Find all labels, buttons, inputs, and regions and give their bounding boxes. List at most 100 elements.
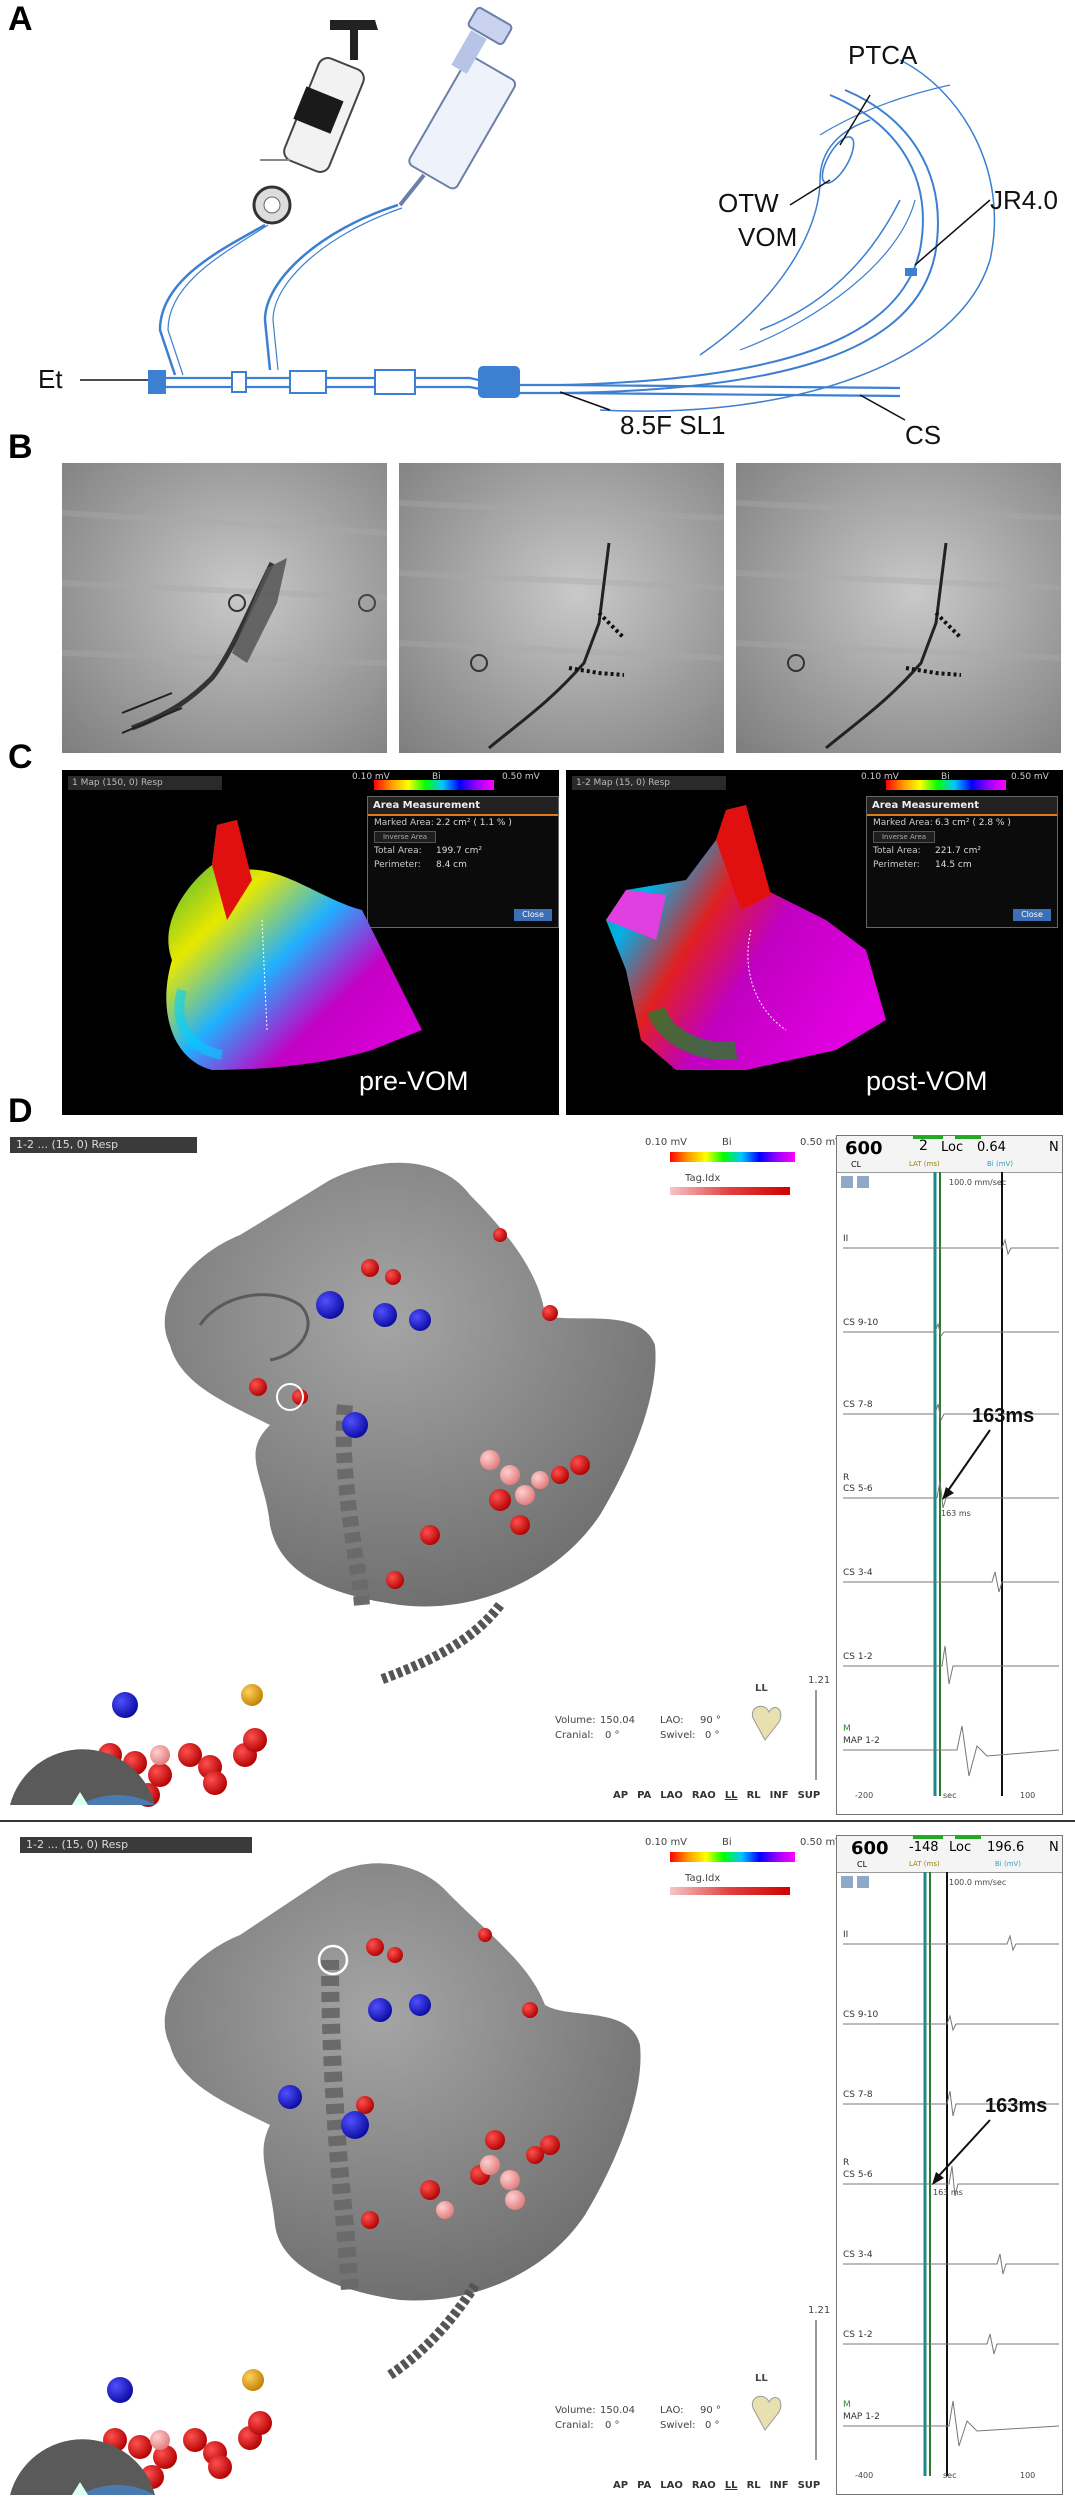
scale-min: 0.10 mV	[861, 772, 899, 782]
view-button-lao[interactable]: LAO	[660, 2480, 683, 2491]
view-button-sup[interactable]: SUP	[797, 1790, 821, 1801]
perimeter-label: Perimeter:	[873, 860, 920, 870]
view-button-ll[interactable]: LL	[724, 2480, 738, 2491]
area-measurement-box: Area Measurement Marked Area: 6.3 cm² ( 2…	[866, 796, 1058, 928]
sweep-speed: 100.0 mm/sec	[949, 1878, 1007, 1887]
close-button[interactable]: Close	[514, 909, 552, 921]
m-label: M	[843, 2400, 851, 2410]
view-button-ap[interactable]: AP	[613, 1790, 629, 1801]
zoom-value: 1.21	[808, 1675, 831, 1686]
tag-index-label: Tag.Idx	[685, 1873, 721, 1884]
label-ptca: PTCA	[848, 40, 918, 70]
panel-letter-a: A	[8, 0, 33, 38]
scale-min: 0.10 mV	[645, 1837, 688, 1848]
view-button-rl[interactable]: RL	[746, 1790, 761, 1801]
zoom-slider[interactable]	[815, 1690, 817, 1780]
marked-area-label: Marked Area:	[374, 818, 434, 828]
area-box-title: Area Measurement	[867, 797, 1057, 816]
scale-mid: Bi	[432, 772, 441, 782]
catheter-schematic	[80, 6, 996, 421]
view-button-inf[interactable]: INF	[769, 1790, 789, 1801]
marked-area-value: 2.2 cm² ( 1.1 % )	[436, 818, 512, 828]
scale-min: 0.10 mV	[645, 1137, 688, 1148]
view-button-pa[interactable]: PA	[637, 2480, 652, 2491]
tag-index-label: Tag.Idx	[685, 1173, 721, 1184]
swivel-label: Swivel:	[660, 2420, 696, 2431]
channel-label: CS 5-6	[843, 1484, 873, 1494]
channel-label: CS 1-2	[843, 2330, 873, 2340]
fluoro-image-1	[62, 463, 387, 753]
area-box-title: Area Measurement	[368, 797, 558, 816]
close-button[interactable]: Close	[1013, 909, 1051, 921]
bi-value: 0.64	[977, 1140, 1006, 1155]
lat-value: 2	[919, 1138, 928, 1154]
label-et: Et	[38, 364, 63, 394]
map-tag: 1-2 Map (15, 0) Resp	[572, 776, 726, 790]
perimeter-value: 8.4 cm	[436, 860, 467, 870]
marked-area-label: Marked Area:	[873, 818, 933, 828]
egm-traces	[843, 1872, 1060, 2476]
scale-max: 0.50 mV	[800, 1137, 843, 1148]
extra-label: N	[1049, 1840, 1059, 1855]
voltage-scale-bar	[670, 1152, 795, 1162]
cranial-value: 0 °	[605, 1730, 620, 1741]
bi-value: 196.6	[987, 1840, 1025, 1855]
view-button-rl[interactable]: RL	[746, 2480, 761, 2491]
scale-mid: Bi	[941, 772, 950, 782]
view-button-rao[interactable]: RAO	[691, 1790, 716, 1801]
cl-label: CL	[857, 1860, 868, 1869]
view-button-pa[interactable]: PA	[637, 1790, 652, 1801]
heart-voltage-map	[166, 820, 422, 1070]
zoom-slider[interactable]	[815, 2320, 817, 2460]
label-sl1: 8.5F SL1	[620, 410, 726, 440]
map-caption: post-VOM	[866, 1066, 988, 1096]
panel-letter-d: D	[8, 1092, 33, 1130]
view-button-ll[interactable]: LL	[724, 1790, 738, 1801]
panel-letter-c: C	[8, 738, 33, 776]
sweep-speed: 100.0 mm/sec	[949, 1178, 1007, 1187]
scale-min: 0.10 mV	[352, 772, 390, 782]
view-button-rao[interactable]: RAO	[691, 2480, 716, 2491]
cl-value: 600	[845, 1138, 883, 1159]
loc-indicator	[955, 1836, 981, 1839]
axis-left: -200	[855, 1791, 874, 1800]
label-jr40: JR4.0	[990, 185, 1058, 215]
mapping-view-1: 1-2 ... (15, 0) Resp 0.10 mV Bi 0.50 mV …	[0, 1135, 1075, 1820]
egm-tool-icon[interactable]	[857, 1176, 869, 1188]
channel-label: II	[843, 1234, 849, 1244]
orientation-widget-icon[interactable]	[0, 1720, 160, 1810]
egm-tool-icon[interactable]	[841, 1876, 853, 1888]
channel-label: MAP 1-2	[843, 1736, 880, 1746]
map-tag[interactable]: 1-2 ... (15, 0) Resp	[10, 1137, 197, 1153]
inverse-area-button[interactable]: Inverse Area	[374, 831, 436, 843]
view-button-inf[interactable]: INF	[769, 2480, 789, 2491]
axis-left: -400	[855, 2471, 874, 2480]
perimeter-value: 14.5 cm	[935, 860, 972, 870]
loc-label: Loc	[941, 1140, 964, 1155]
channel-label: CS 7-8	[843, 2090, 873, 2100]
egm-header: 600 CL 2 LAT (ms) Loc 0.64 Bi (mV) N	[837, 1136, 1062, 1173]
lat-indicator	[913, 1836, 943, 1839]
orientation-widget-icon[interactable]	[0, 2410, 160, 2500]
marked-area-value: 6.3 cm² ( 2.8 % )	[935, 818, 1011, 828]
channel-label: CS 1-2	[843, 1652, 873, 1662]
egm-tool-icon[interactable]	[857, 1876, 869, 1888]
arrow-icon	[942, 1429, 991, 1500]
heart-voltage-map	[606, 805, 886, 1070]
channel-label: CS 3-4	[843, 2250, 873, 2260]
scale-mid: Bi	[722, 1837, 732, 1848]
zoom-value: 1.21	[808, 2305, 831, 2316]
egm-tool-icon[interactable]	[841, 1176, 853, 1188]
label-cs: CS	[905, 420, 942, 450]
view-button-ap[interactable]: AP	[613, 2480, 629, 2491]
cranial-value: 0 °	[605, 2420, 620, 2431]
timing-annotation: 163ms	[985, 2095, 1048, 2117]
view-button-lao[interactable]: LAO	[660, 1790, 683, 1801]
map-tag[interactable]: 1-2 ... (15, 0) Resp	[20, 1837, 252, 1853]
label-vom: VOM	[738, 222, 798, 252]
tag-index-scale	[670, 1887, 790, 1895]
view-button-sup[interactable]: SUP	[797, 2480, 821, 2491]
inverse-area-button[interactable]: Inverse Area	[873, 831, 935, 843]
total-area-label: Total Area:	[873, 846, 921, 856]
m-label: M	[843, 1724, 851, 1734]
